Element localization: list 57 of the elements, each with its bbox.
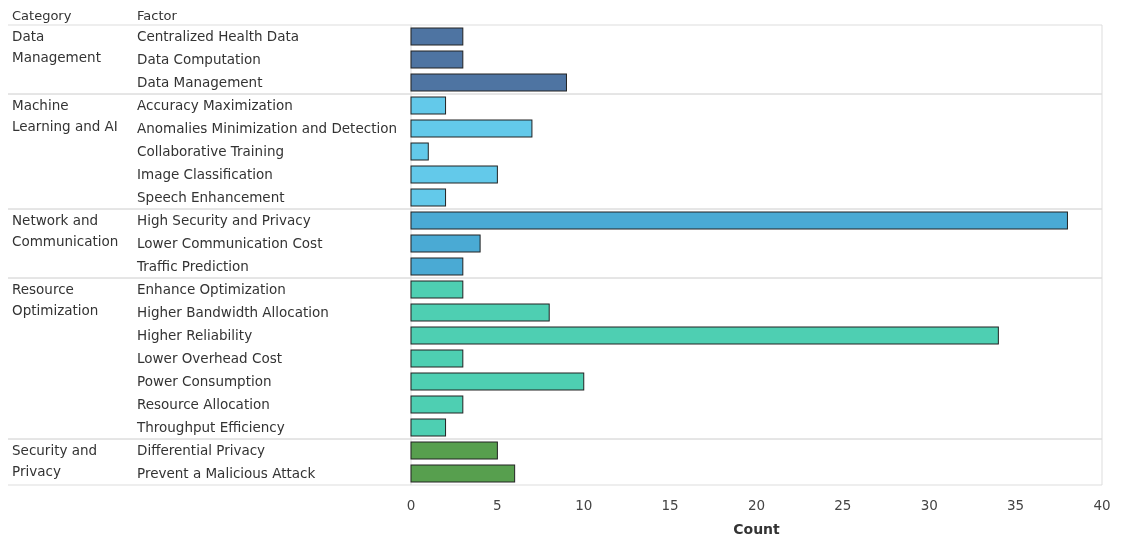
y-tick-label: Enhance Optimization	[137, 281, 286, 297]
text: Data Management	[12, 28, 101, 65]
y-tick-label: High Security and Privacy	[137, 212, 311, 228]
x-tick-label: 25	[834, 497, 852, 513]
x-tick-label: 15	[661, 497, 679, 513]
y-tick-label: Lower Communication Cost	[137, 235, 323, 251]
bar	[410, 73, 567, 92]
text: Security and Privacy	[12, 442, 98, 479]
bar	[410, 119, 533, 138]
bar	[410, 188, 447, 207]
y-tick-label: Lower Overhead Cost	[137, 350, 282, 366]
bar	[410, 142, 429, 161]
y-tick-label: Centralized Health Data	[137, 28, 300, 44]
bar	[410, 464, 516, 483]
x-tick-label: 10	[575, 497, 593, 513]
x-tick-label: 40	[1093, 497, 1111, 513]
bar	[410, 280, 464, 299]
y-tick-label: Anomalies Minimization and Detection	[137, 120, 397, 136]
y-tick-label: Resource Allocation	[137, 396, 270, 412]
y-tick-label: Accuracy Maximization	[137, 97, 293, 113]
text: Machine Learning and AI	[12, 97, 118, 134]
y-tick-label: Data Computation	[137, 51, 261, 67]
y-tick-label: Prevent a Malicious Attack	[137, 465, 316, 481]
bar	[410, 50, 464, 69]
x-tick-label: 35	[1007, 497, 1025, 513]
y-tick-label: Power Consumption	[137, 373, 272, 389]
bar	[410, 395, 464, 414]
bar	[410, 441, 498, 460]
y-tick-label: Data Management	[137, 74, 263, 90]
y-tick-label: Speech Enhancement	[137, 189, 285, 205]
bar	[410, 257, 464, 276]
y-tick-label: Differential Privacy	[137, 442, 266, 458]
bar	[410, 211, 1068, 230]
bar	[410, 326, 999, 345]
text: Category	[12, 8, 72, 23]
y-tick-label: Higher Bandwidth Allocation	[137, 304, 329, 320]
bar	[410, 303, 550, 322]
text: Factor	[137, 8, 178, 23]
x-tick-label: 0	[406, 497, 416, 513]
x-tick-label: 30	[920, 497, 938, 513]
bar	[410, 372, 585, 391]
y-tick-label: Traffic Prediction	[136, 258, 249, 274]
y-tick-label: Collaborative Training	[137, 143, 285, 159]
y-tick-label: Throughput Efficiency	[136, 419, 285, 435]
bar	[410, 234, 481, 253]
text: Network and Communication	[12, 212, 119, 249]
bar	[410, 27, 464, 46]
y-tick-label: Image Classification	[137, 166, 273, 182]
text: Resource Optimization	[12, 281, 99, 318]
x-tick-label: 5	[493, 497, 502, 513]
x-axis-title: Count	[733, 521, 781, 537]
x-tick-label: 20	[747, 497, 766, 513]
bar	[410, 349, 464, 368]
bar	[410, 96, 447, 115]
bar	[410, 418, 447, 437]
bar	[410, 165, 498, 184]
y-tick-label: Higher Reliability	[137, 327, 253, 343]
